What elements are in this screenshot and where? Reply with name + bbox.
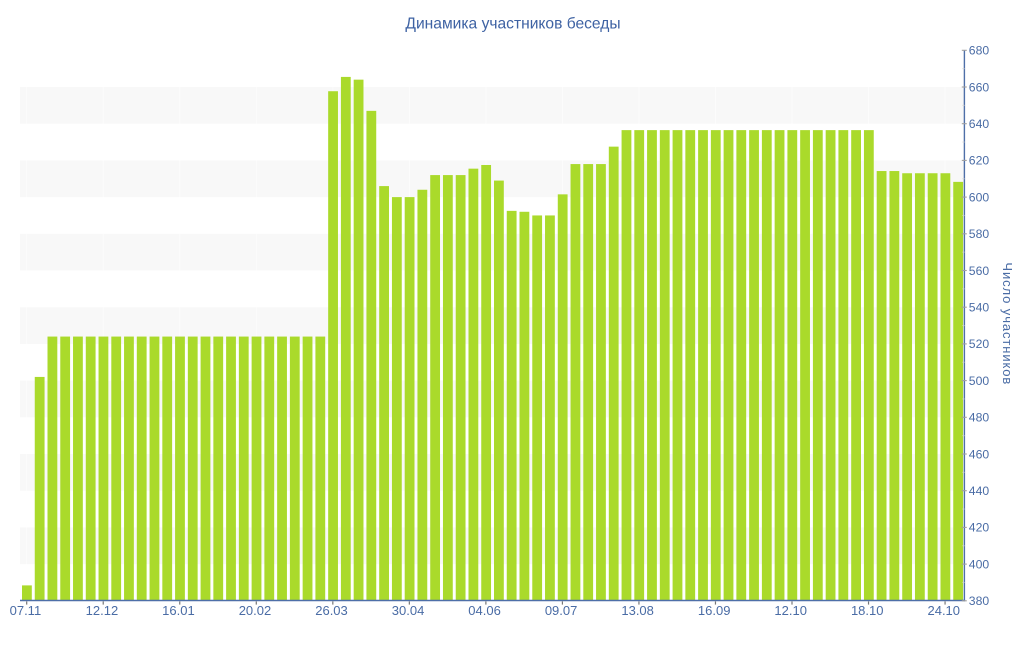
svg-text:380: 380 (969, 594, 990, 608)
svg-text:540: 540 (969, 301, 990, 315)
svg-text:12.10: 12.10 (774, 603, 807, 618)
svg-text:560: 560 (969, 264, 990, 278)
svg-text:Число участников: Число участников (1000, 262, 1015, 385)
svg-text:480: 480 (969, 411, 990, 425)
svg-text:18.10: 18.10 (851, 603, 884, 618)
svg-text:460: 460 (969, 447, 990, 461)
svg-text:680: 680 (969, 44, 990, 58)
svg-text:12.12: 12.12 (86, 603, 119, 618)
svg-text:Динамика участников беседы: Динамика участников беседы (405, 15, 620, 32)
svg-text:660: 660 (969, 80, 990, 94)
svg-text:400: 400 (969, 557, 990, 571)
svg-text:24.10: 24.10 (927, 603, 960, 618)
svg-text:640: 640 (969, 117, 990, 131)
svg-text:16.01: 16.01 (162, 603, 195, 618)
svg-text:580: 580 (969, 227, 990, 241)
svg-text:20.02: 20.02 (239, 603, 272, 618)
svg-text:520: 520 (969, 337, 990, 351)
svg-text:07.11: 07.11 (10, 603, 42, 618)
svg-text:16.09: 16.09 (698, 603, 731, 618)
svg-text:26.03: 26.03 (315, 603, 348, 618)
svg-text:440: 440 (969, 484, 990, 498)
svg-text:04.06: 04.06 (468, 603, 501, 618)
svg-text:600: 600 (969, 190, 990, 204)
svg-text:30.04: 30.04 (392, 603, 425, 618)
svg-text:09.07: 09.07 (545, 603, 578, 618)
svg-text:620: 620 (969, 154, 990, 168)
svg-text:420: 420 (969, 521, 990, 535)
svg-text:500: 500 (969, 374, 990, 388)
svg-text:13.08: 13.08 (621, 603, 654, 618)
